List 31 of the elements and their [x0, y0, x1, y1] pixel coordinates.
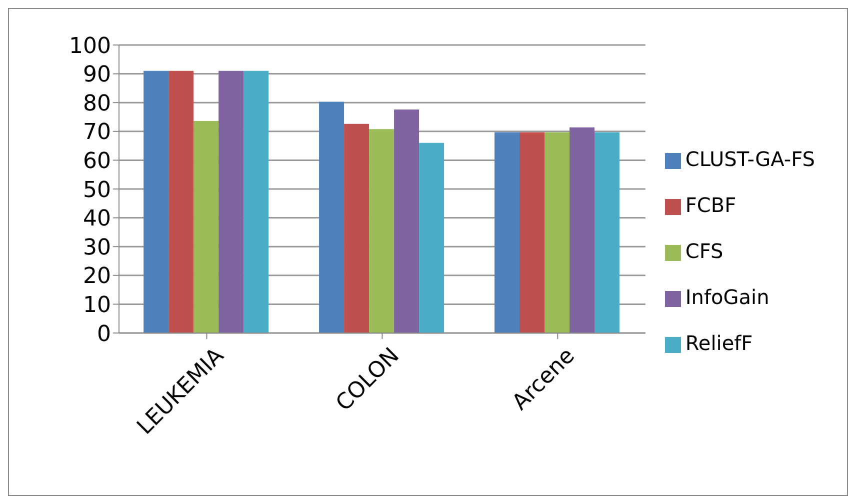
legend-label: ReliefF [685, 331, 753, 355]
bar [394, 110, 420, 333]
y-tick-label: 90 [83, 62, 111, 88]
y-tick-label: 20 [83, 264, 111, 290]
bar [419, 142, 444, 333]
y-tick-label: 100 [69, 34, 111, 59]
y-tick-label: 60 [83, 149, 111, 174]
legend-label: CLUST-GA-FS [685, 147, 815, 171]
y-tick-label: 70 [83, 120, 111, 146]
bar [244, 70, 269, 333]
bar [369, 129, 394, 333]
y-tick-label: 0 [97, 322, 111, 347]
y-tick-label: 30 [83, 235, 111, 260]
bar [570, 127, 595, 333]
bar [494, 132, 520, 333]
legend-label: InfoGain [685, 285, 770, 309]
y-tick-label: 40 [83, 206, 111, 232]
bar [520, 132, 545, 333]
bar [344, 124, 370, 333]
bar [194, 121, 219, 333]
bar [544, 132, 570, 333]
y-tick-label: 50 [83, 178, 111, 203]
bar [168, 70, 194, 333]
legend-label: CFS [685, 239, 724, 263]
bar [319, 102, 344, 333]
legend-label: FCBF [685, 193, 736, 217]
bar [594, 132, 620, 333]
y-tick-label: 10 [83, 293, 111, 318]
bar [144, 70, 169, 333]
bar [218, 70, 244, 333]
y-tick-label: 80 [83, 91, 111, 116]
